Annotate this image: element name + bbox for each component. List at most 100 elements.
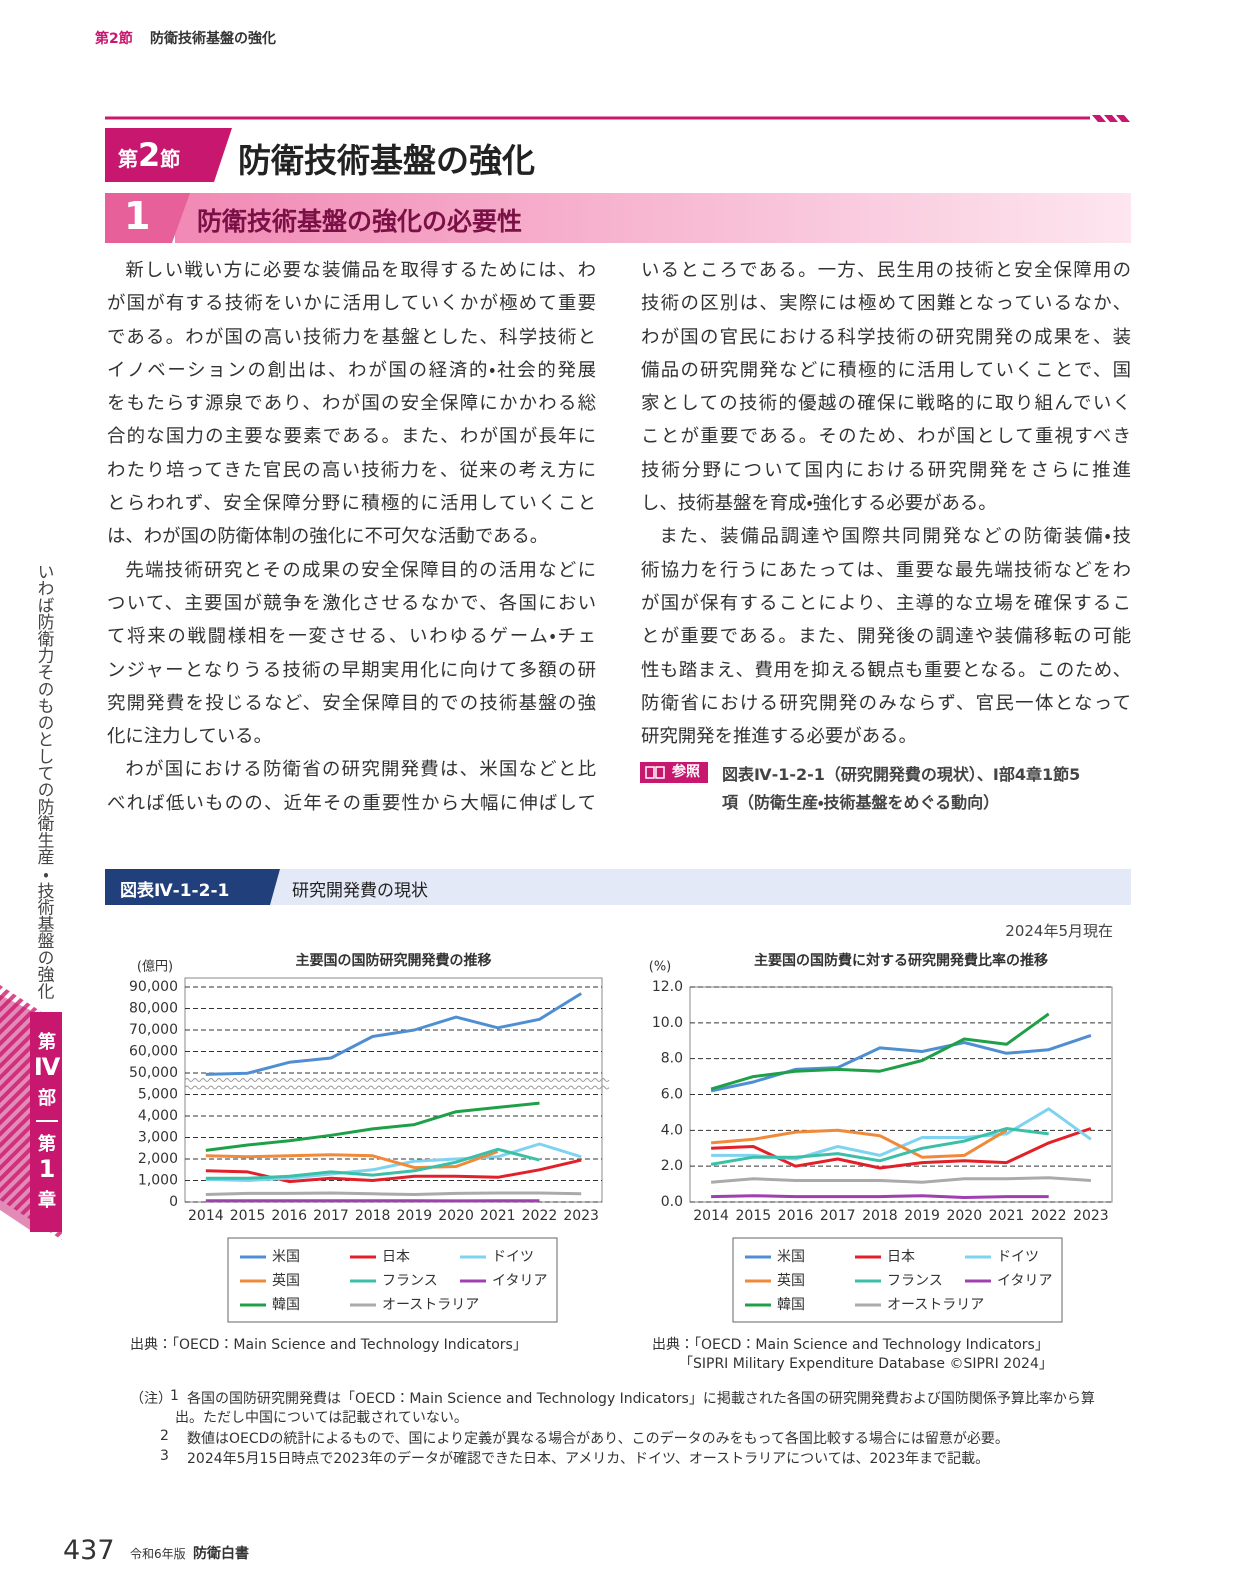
- legend-label: 英国: [777, 1272, 805, 1289]
- y-tick-label: 5,000: [138, 1087, 178, 1103]
- series-line: [711, 1194, 1049, 1199]
- x-tick-label: 2014: [693, 1208, 729, 1224]
- body-line: は、わが国の防衛体制の強化に不可欠な活動である。: [107, 526, 549, 548]
- legend-label: 韓国: [777, 1297, 805, 1313]
- y-tick-label: 8.0: [661, 1051, 683, 1067]
- note-line: 2024年5月15日時点で2023年のデータが確認できた日本、アメリカ、ドイツ、…: [187, 1451, 990, 1467]
- legend-label: 英国: [272, 1272, 300, 1289]
- x-tick-label: 2019: [904, 1208, 940, 1224]
- y-tick-label: 6.0: [661, 1087, 683, 1103]
- series-line: [710, 1033, 1092, 1093]
- x-tick-label: 2018: [862, 1208, 898, 1224]
- y-tick-label: 1,000: [138, 1173, 178, 1189]
- x-tick-label: 2023: [563, 1208, 599, 1224]
- body-line: 究開発費を投じるなど、安全保障目的での技術基盤の強: [107, 692, 596, 714]
- rule-stripe: [1092, 115, 1106, 122]
- body-line: とらわれず、安全保障分野に積極的に活用していくこと: [107, 493, 596, 515]
- reference-text: 図表Ⅳ-1-2-1（研究開発費の現状）、Ⅰ部4章1節5 項（防衛生産・技術基盤を…: [722, 761, 1080, 817]
- reference-badge-text: 参照: [672, 764, 700, 780]
- legend-label: イタリア: [997, 1273, 1052, 1289]
- legend-label: 米国: [777, 1249, 805, 1265]
- axis-break-wave: [184, 1078, 610, 1082]
- legend-box: [732, 1237, 1063, 1323]
- body-line: 防衛省における研究開発のみならず、官民一体となって: [641, 692, 1131, 714]
- series-line: [205, 1147, 540, 1180]
- source-line: 出典：「OECD：Main Science and Technology Ind…: [652, 1337, 1049, 1353]
- subsection-title: 防衛技術基盤の強化の必要性: [197, 207, 523, 236]
- note-number: 3: [160, 1448, 169, 1464]
- subsection-number: 1: [124, 194, 151, 238]
- x-tick-label: 2023: [1073, 1208, 1109, 1224]
- reference-line: 項（防衛生産・技術基盤をめぐる動向）: [722, 793, 1000, 812]
- source-line: 出典：「OECD：Main Science and Technology Ind…: [130, 1337, 527, 1353]
- page-number: 437: [63, 1535, 115, 1566]
- note-line: 出。ただし中国については記載されていない。: [175, 1410, 468, 1426]
- note-line: 数値はOECDの統計によるもので、国により定義が異なる場合があり、このデータのみ…: [187, 1431, 1009, 1447]
- x-tick-label: 2017: [313, 1208, 349, 1224]
- body-line: イノベーションの創出は、わが国の経済的・社会的発展: [107, 359, 596, 381]
- figure-number: 図表Ⅳ-1-2-1: [120, 881, 230, 901]
- body-line: 技術分野について国内における研究開発をさらに推進: [641, 459, 1131, 481]
- y-tick-label: 12.0: [652, 979, 683, 995]
- x-tick-label: 2017: [820, 1208, 856, 1224]
- y-tick-label: 10.0: [652, 1015, 683, 1031]
- book-title: 防衛白書: [193, 1546, 249, 1562]
- side-tab-shade: [0, 995, 30, 1230]
- series-line: [205, 1191, 582, 1196]
- side-tab-char: 1: [38, 1155, 56, 1183]
- x-tick-label: 2021: [480, 1208, 516, 1224]
- note-number: 1: [170, 1388, 179, 1404]
- legend-label: イタリア: [492, 1273, 547, 1289]
- body-line: て将来の戦闘様相を一変させる、いわゆるゲーム・チェ: [107, 626, 596, 648]
- y-axis-label: (%): [649, 960, 672, 975]
- section-title: 防衛技術基盤の強化: [238, 141, 535, 180]
- body-line: わが国における防衛省の研究開発費は、米国などと比: [125, 759, 596, 781]
- series-line: [205, 1101, 540, 1152]
- x-tick-label: 2015: [230, 1208, 266, 1224]
- running-section-title: 防衛技術基盤の強化: [150, 31, 276, 47]
- rule-stripe: [1116, 115, 1130, 122]
- y-tick-label: 70,000: [129, 1022, 178, 1038]
- section-badge: [105, 128, 232, 182]
- y-tick-label: 80,000: [129, 1001, 178, 1017]
- legend-label: オーストラリア: [382, 1297, 479, 1313]
- subsection-badge: [105, 193, 190, 243]
- side-tab-char: 第: [38, 1134, 56, 1155]
- reference-line: 図表Ⅳ-1-2-1（研究開発費の現状）、Ⅰ部4章1節5: [722, 765, 1081, 784]
- x-tick-label: 2014: [188, 1208, 224, 1224]
- body-line: わが国の官民における科学技術の研究開発の成果を、装: [641, 326, 1131, 348]
- y-tick-label: 2,000: [138, 1151, 178, 1167]
- body-line: ことが重要である。そのため、わが国として重視すべき: [641, 426, 1131, 448]
- badge-post: 節: [160, 147, 181, 171]
- x-tick-label: 2016: [271, 1208, 307, 1224]
- x-tick-label: 2016: [778, 1208, 814, 1224]
- body-line: とが重要である。また、開発後の調達や装備移転の可能: [641, 626, 1131, 648]
- body-line: わたり培ってきた官民の高い技術力を、従来の考え方に: [107, 459, 596, 481]
- figure-label-bg: [105, 869, 280, 905]
- rule-stripe: [1104, 115, 1118, 122]
- body-line: 先端技術研究とその成果の安全保障目的の活用などに: [125, 559, 596, 581]
- running-section-label: 第2節: [95, 31, 133, 47]
- y-tick-label: 3,000: [138, 1130, 178, 1146]
- notes-label: （注）: [130, 1391, 172, 1407]
- y-tick-label: 2.0: [661, 1158, 683, 1174]
- body-line: また、装備品調達や国際共同開発などの防衛装備・技: [659, 526, 1131, 548]
- body-column: いるところである。一方、民生用の技術と安全保障用の 技術の区別は、実際には極めて困…: [641, 254, 1131, 753]
- body-line: が国が保有することにより、主導的な立場を確保するこ: [641, 592, 1131, 614]
- body-line: 家としての技術的優越の確保に戦略的に取り組んでいく: [641, 393, 1131, 415]
- y-tick-label: 4.0: [661, 1122, 683, 1138]
- x-tick-label: 2018: [355, 1208, 391, 1224]
- series-line: [710, 1176, 1091, 1184]
- series-line: [205, 1142, 582, 1182]
- legend-label: 韓国: [272, 1297, 300, 1313]
- badge-num: 2: [138, 136, 161, 174]
- series-line: [205, 1150, 499, 1170]
- side-tab-char: 部: [38, 1088, 56, 1109]
- legend-label: フランス: [887, 1273, 943, 1289]
- body-line: をもたらす源泉であり、わが国の安全保障にかかわる総: [107, 393, 596, 415]
- body-line: 合的な国力の主要な要素である。また、わが国が長年に: [107, 426, 596, 448]
- body-column: 新しい戦い方に必要な装備品を取得するためには、わ が国が有する技術をいかに活用して…: [107, 254, 596, 820]
- body-line: ンジャーとなりうる技術の早期実用化に向けて多額の研: [107, 659, 596, 681]
